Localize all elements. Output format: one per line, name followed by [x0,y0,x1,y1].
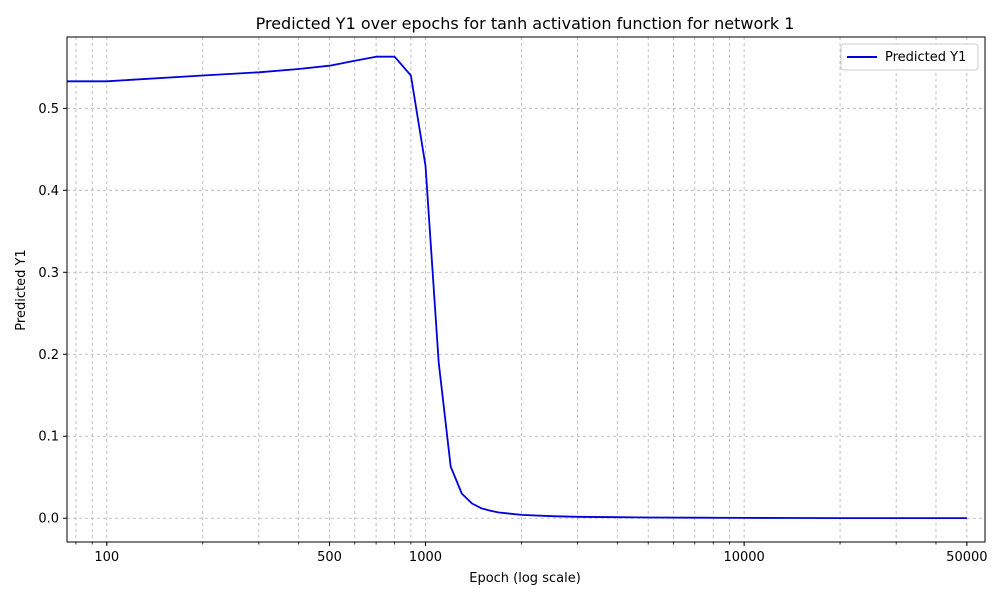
grid [67,37,985,542]
legend-label: Predicted Y1 [885,50,966,65]
x-tick-label: 1000 [409,550,442,565]
y-tick-label: 0.0 [38,512,59,527]
x-tick-label: 100 [94,550,119,565]
y-tick-label: 0.3 [38,266,59,281]
legend-box [840,43,979,71]
series-line-predicted-y1 [67,55,967,519]
y-tick-label: 0.2 [38,348,59,363]
series-layer [67,55,967,519]
x-tick-label: 500 [317,550,342,565]
y-axis-ticks: 0.0 0.1 0.2 0.3 0.4 0.5 [38,102,67,527]
y-tick-label: 0.1 [38,430,59,445]
y-tick-label: 0.5 [38,102,59,117]
plot-frame [66,36,986,543]
y-axis-label: Predicted Y1 [14,249,29,330]
chart-title: Predicted Y1 over epochs for tanh activa… [256,14,795,33]
x-axis-label: Epoch (log scale) [469,571,581,586]
y-tick-label: 0.4 [38,184,59,199]
x-tick-label: 50000 [946,550,987,565]
legend: Predicted Y1 [840,43,979,71]
x-axis-ticks: 100 500 1000 10000 50000 [75,542,988,565]
x-tick-label: 10000 [723,550,764,565]
